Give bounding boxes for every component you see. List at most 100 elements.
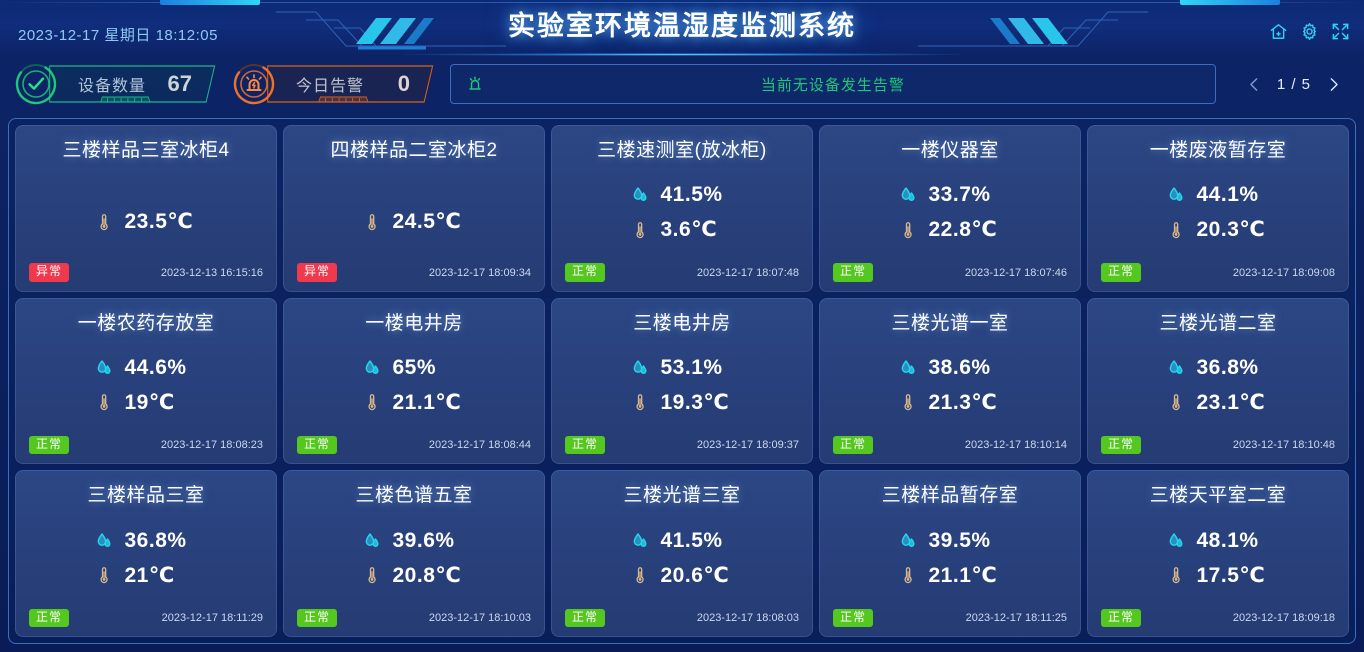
device-name: 三楼速测室(放冰柜): [597, 140, 767, 161]
device-card[interactable]: 一楼农药存放室 44.6% 19℃ 正常 2023-12-17 18:08:23: [15, 297, 277, 465]
status-badge: 正常: [565, 608, 606, 627]
humidity-value: 36.8%: [1196, 355, 1259, 379]
header-accent-bar-right: [1180, 0, 1280, 5]
status-badge: 异常: [297, 263, 338, 282]
app-header: 2023-12-17 星期日 18:12:05 实验室环境温湿度监测系统: [0, 0, 1364, 56]
humidity-reading: 41.5%: [565, 183, 799, 207]
temperature-value: 21.3℃: [928, 390, 998, 414]
pagination-text: 1 / 5: [1276, 75, 1311, 93]
humidity-value: 36.8%: [124, 528, 187, 552]
alarm-banner: 当前无设备发生告警: [450, 64, 1216, 104]
device-timestamp: 2023-12-17 18:07:48: [696, 266, 799, 279]
gear-icon[interactable]: [1300, 22, 1319, 41]
thermometer-icon: [1166, 220, 1186, 240]
thermometer-icon: [362, 565, 382, 585]
device-card[interactable]: 三楼样品暂存室 39.5% 21.1℃ 正常 2023-12-17 18:11:25: [819, 470, 1081, 637]
page-title: 实验室环境温湿度监测系统: [508, 11, 856, 41]
device-timestamp: 2023-12-17 18:10:03: [428, 611, 531, 624]
device-timestamp: 2023-12-17 18:07:46: [964, 266, 1067, 279]
home-icon[interactable]: [1269, 22, 1288, 41]
device-card[interactable]: 一楼电井房 65% 21.1℃ 正常 2023-12-17 18:08:44: [283, 297, 545, 465]
bell-icon: [465, 74, 485, 94]
status-badge: 正常: [1101, 436, 1142, 455]
device-readings: 39.5% 21.1℃: [833, 507, 1067, 608]
chevron-right-icon[interactable]: [1325, 75, 1342, 94]
stat-today-alarms[interactable]: 今日告警 0: [232, 62, 436, 106]
humidity-droplet-icon: [630, 185, 650, 205]
device-readings: 41.5% 20.6℃: [565, 507, 799, 608]
device-name: 一楼电井房: [365, 312, 463, 334]
thermometer-icon: [898, 220, 918, 240]
temperature-value: 23.5℃: [124, 210, 194, 234]
header-glow: [402, 53, 962, 56]
device-name: 三楼电井房: [633, 312, 731, 334]
status-badge: 正常: [833, 436, 874, 455]
device-card[interactable]: 一楼废液暂存室 44.1% 20.3℃ 正常 2023-12-17 18:09:08: [1087, 125, 1349, 292]
device-readings: 41.5% 3.6℃: [565, 162, 799, 263]
temperature-value: 19℃: [124, 390, 175, 414]
temperature-reading: 21.1℃: [297, 390, 531, 415]
device-readings: 65% 21.1℃: [297, 335, 531, 436]
device-card[interactable]: 三楼样品三室冰柜4 23.5℃ 异常 2023-12-13 16:15:16: [15, 125, 277, 292]
device-footer: 正常 2023-12-17 18:07:48: [565, 263, 799, 282]
status-badge: 正常: [1101, 608, 1142, 627]
stat-device-count[interactable]: 设备数量 67: [14, 62, 218, 106]
chevron-left-icon[interactable]: [1246, 75, 1263, 94]
temperature-reading: 21.3℃: [833, 390, 1067, 415]
humidity-value: 53.1%: [660, 355, 723, 379]
device-readings: 33.7% 22.8℃: [833, 162, 1067, 263]
stat-device-label: 设备数量: [78, 72, 146, 96]
device-readings: 53.1% 19.3℃: [565, 335, 799, 436]
humidity-value: 39.6%: [392, 528, 455, 552]
status-badge: 正常: [833, 608, 874, 627]
humidity-value: 33.7%: [928, 183, 991, 207]
device-footer: 正常 2023-12-17 18:09:37: [565, 436, 799, 455]
temperature-value: 21℃: [124, 563, 175, 587]
device-card[interactable]: 三楼样品三室 36.8% 21℃ 正常 2023-12-17 18:11:29: [15, 470, 277, 637]
humidity-value: 39.5%: [928, 528, 991, 552]
humidity-droplet-icon: [1166, 185, 1186, 205]
humidity-reading: 33.7%: [833, 183, 1067, 207]
device-readings: 44.6% 19℃: [29, 335, 263, 436]
thermometer-icon: [362, 392, 382, 412]
humidity-droplet-icon: [94, 358, 114, 378]
device-card[interactable]: 三楼光谱一室 38.6% 21.3℃ 正常 2023-12-17 18:10:14: [819, 297, 1081, 465]
temperature-value: 19.3℃: [660, 390, 730, 414]
humidity-value: 38.6%: [928, 355, 991, 379]
device-card[interactable]: 三楼色谱五室 39.6% 20.8℃ 正常 2023-12-17 18:10:03: [283, 470, 545, 637]
temperature-reading: 20.6℃: [565, 563, 799, 588]
thermometer-icon: [1166, 392, 1186, 412]
device-card[interactable]: 三楼光谱三室 41.5% 20.6℃ 正常 2023-12-17 18:08:03: [551, 470, 813, 637]
status-badge: 正常: [29, 608, 70, 627]
device-card[interactable]: 一楼仪器室 33.7% 22.8℃ 正常 2023-12-17 18:07:46: [819, 125, 1081, 292]
device-card[interactable]: 四楼样品二室冰柜2 24.5℃ 异常 2023-12-17 18:09:34: [283, 125, 545, 292]
temperature-value: 21.1℃: [392, 390, 462, 414]
device-card[interactable]: 三楼速测室(放冰柜) 41.5% 3.6℃ 正常 2023-12-17 18:07:48: [551, 125, 813, 292]
humidity-reading: 38.6%: [833, 356, 1067, 380]
device-card[interactable]: 三楼电井房 53.1% 19.3℃ 正常 2023-12-17 18:09:37: [551, 297, 813, 465]
humidity-value: 44.1%: [1196, 183, 1259, 207]
status-badge: 正常: [29, 436, 70, 455]
fullscreen-icon[interactable]: [1331, 22, 1350, 41]
humidity-reading: 36.8%: [29, 529, 263, 553]
check-circle-icon: [14, 62, 58, 106]
temperature-reading: 21℃: [29, 563, 263, 588]
device-timestamp: 2023-12-17 18:09:34: [428, 266, 531, 279]
device-footer: 正常 2023-12-17 18:08:44: [297, 436, 531, 455]
humidity-reading: 53.1%: [565, 356, 799, 380]
device-name: 三楼色谱五室: [355, 485, 473, 507]
device-card[interactable]: 三楼光谱二室 36.8% 23.1℃ 正常 2023-12-17 18:10:48: [1087, 297, 1349, 465]
status-badge: 正常: [565, 436, 606, 455]
thermometer-icon: [362, 212, 382, 232]
device-readings: 48.1% 17.5℃: [1101, 507, 1335, 608]
temperature-value: 20.3℃: [1196, 218, 1266, 242]
status-badge: 正常: [1101, 263, 1142, 282]
temperature-reading: 3.6℃: [565, 217, 799, 242]
humidity-droplet-icon: [898, 531, 918, 551]
device-name: 三楼样品三室冰柜4: [62, 140, 230, 161]
temperature-reading: 17.5℃: [1101, 563, 1335, 588]
device-readings: 36.8% 21℃: [29, 507, 263, 608]
device-card[interactable]: 三楼天平室二室 48.1% 17.5℃ 正常 2023-12-17 18:09:18: [1087, 470, 1349, 637]
device-timestamp: 2023-12-17 18:08:23: [160, 439, 263, 452]
humidity-droplet-icon: [94, 531, 114, 551]
